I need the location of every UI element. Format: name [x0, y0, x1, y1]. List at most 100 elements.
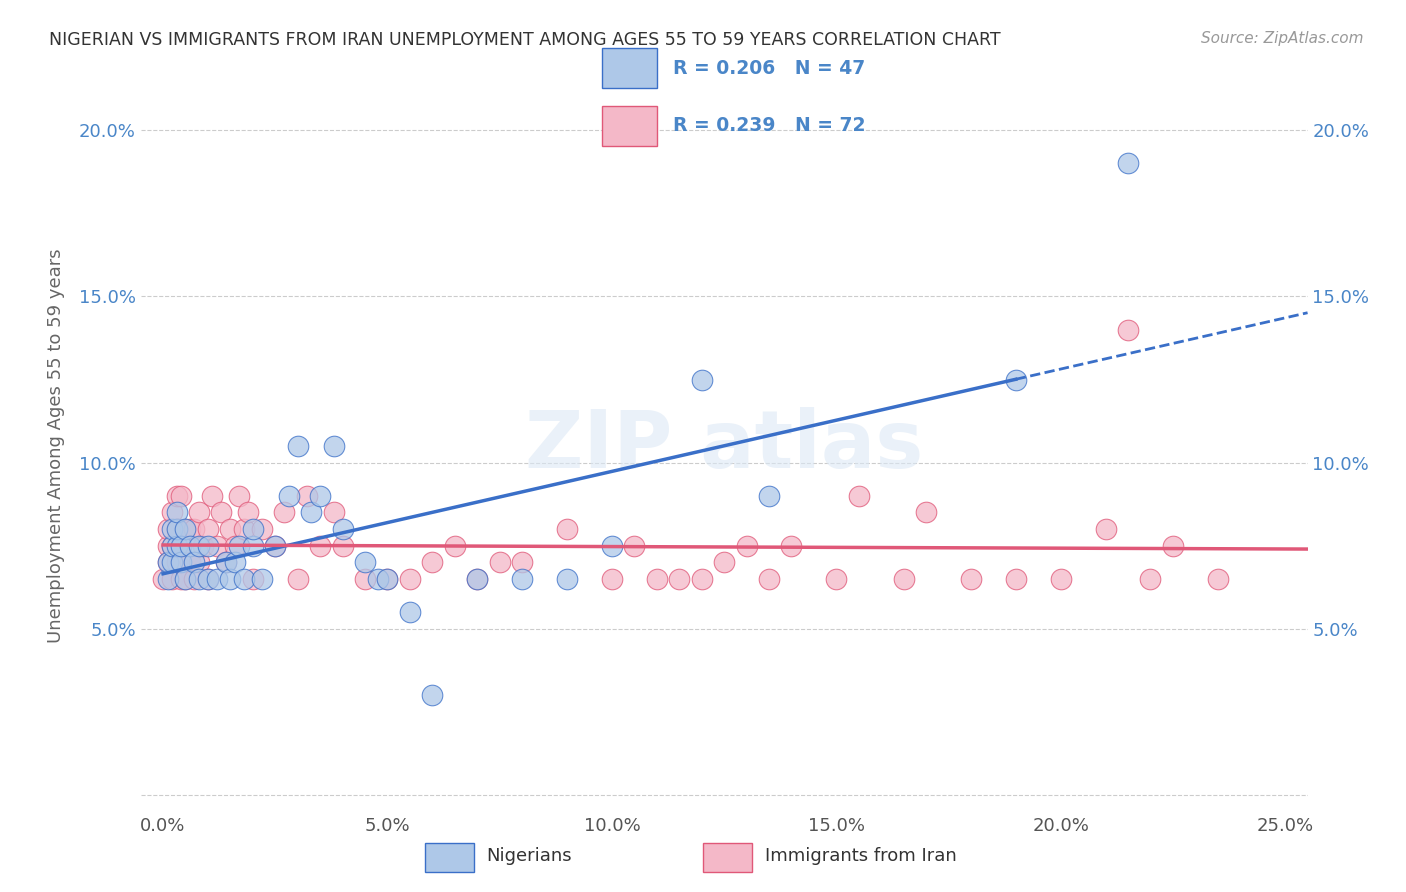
Point [399, 572, 422, 586]
Point [1049, 572, 1071, 586]
Point [277, 489, 299, 503]
Point [295, 489, 318, 503]
Point [510, 555, 533, 569]
Text: Nigerians: Nigerians [486, 847, 572, 865]
Point [166, 539, 188, 553]
Point [825, 572, 848, 586]
Point [170, 555, 193, 569]
Point [160, 539, 183, 553]
Point [242, 572, 264, 586]
Point [354, 572, 377, 586]
Point [228, 489, 250, 503]
Point [197, 572, 219, 586]
Point [1139, 572, 1161, 586]
Point [915, 506, 938, 520]
Bar [425, 843, 474, 872]
Point [156, 572, 179, 586]
Point [1094, 522, 1116, 536]
Point [960, 572, 983, 586]
Text: ZIP atlas: ZIP atlas [524, 407, 924, 485]
Point [465, 572, 488, 586]
Point [1116, 323, 1139, 337]
Point [166, 489, 188, 503]
Point [600, 539, 623, 553]
Point [197, 539, 219, 553]
Point [354, 555, 377, 569]
Point [758, 489, 780, 503]
Text: Immigrants from Iran: Immigrants from Iran [765, 847, 956, 865]
Point [201, 489, 224, 503]
Point [399, 605, 422, 619]
Point [179, 522, 201, 536]
Point [166, 522, 188, 536]
Point [205, 539, 228, 553]
Point [166, 506, 188, 520]
Point [735, 539, 758, 553]
Point [215, 555, 238, 569]
Text: NIGERIAN VS IMMIGRANTS FROM IRAN UNEMPLOYMENT AMONG AGES 55 TO 59 YEARS CORRELAT: NIGERIAN VS IMMIGRANTS FROM IRAN UNEMPLO… [49, 31, 1001, 49]
Point [166, 555, 188, 569]
Point [264, 539, 287, 553]
Point [1161, 539, 1184, 553]
Point [465, 572, 488, 586]
Point [183, 522, 205, 536]
Point [205, 572, 228, 586]
Point [332, 522, 354, 536]
Point [287, 572, 309, 586]
Point [332, 539, 354, 553]
Point [287, 439, 309, 453]
Point [623, 539, 645, 553]
Point [309, 489, 332, 503]
Point [264, 539, 287, 553]
Point [156, 555, 179, 569]
Point [1004, 372, 1026, 386]
Point [242, 522, 264, 536]
Text: Source: ZipAtlas.com: Source: ZipAtlas.com [1201, 31, 1364, 46]
Point [555, 572, 578, 586]
Point [160, 555, 183, 569]
Point [174, 522, 197, 536]
Point [179, 555, 201, 569]
Point [600, 572, 623, 586]
Point [183, 555, 205, 569]
Point [188, 572, 211, 586]
Point [215, 555, 238, 569]
Point [232, 522, 254, 536]
Point [170, 489, 193, 503]
Point [188, 555, 211, 569]
Point [377, 572, 399, 586]
Text: R = 0.239   N = 72: R = 0.239 N = 72 [673, 116, 866, 135]
Point [174, 572, 197, 586]
Point [242, 539, 264, 553]
Point [780, 539, 803, 553]
Point [273, 506, 295, 520]
Point [250, 572, 273, 586]
Point [238, 506, 260, 520]
Point [224, 539, 246, 553]
Point [174, 522, 197, 536]
Point [152, 572, 174, 586]
Bar [703, 843, 752, 872]
Point [219, 572, 242, 586]
Point [1206, 572, 1229, 586]
Point [488, 555, 510, 569]
Text: R = 0.206   N = 47: R = 0.206 N = 47 [673, 59, 866, 78]
Point [422, 689, 444, 703]
Point [160, 539, 183, 553]
Point [555, 522, 578, 536]
Point [713, 555, 735, 569]
Point [166, 522, 188, 536]
Point [224, 555, 246, 569]
Point [322, 439, 344, 453]
Point [156, 539, 179, 553]
Point [322, 506, 344, 520]
Point [893, 572, 915, 586]
Point [219, 522, 242, 536]
Point [232, 572, 254, 586]
Point [197, 572, 219, 586]
Point [179, 539, 201, 553]
Point [188, 539, 211, 553]
Point [170, 539, 193, 553]
Bar [602, 48, 658, 88]
Point [160, 522, 183, 536]
